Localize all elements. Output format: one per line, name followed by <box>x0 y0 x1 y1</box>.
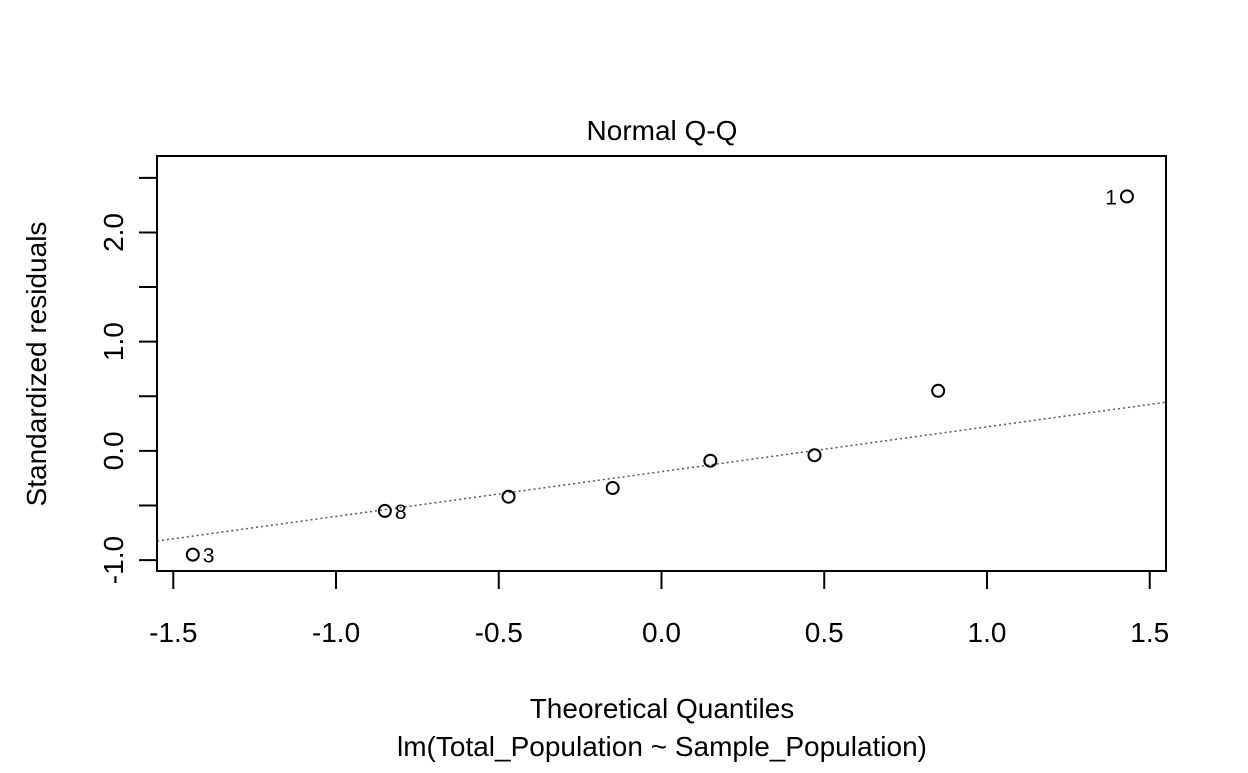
data-point <box>931 383 946 398</box>
point-label: 8 <box>395 501 407 524</box>
y-tick-label: 1.0 <box>98 322 129 361</box>
data-point <box>377 503 392 518</box>
x-axis-subtitle: lm(Total_Population ~ Sample_Population) <box>397 731 927 762</box>
y-tick-label: 2.0 <box>98 213 129 252</box>
x-tick-label: -0.5 <box>475 617 523 648</box>
chart-title: Normal Q-Q <box>587 115 738 146</box>
point-label: 1 <box>1105 186 1117 209</box>
x-axis-label: Theoretical Quantiles <box>530 693 795 724</box>
y-tick-label: 0.0 <box>98 431 129 470</box>
data-point <box>185 547 200 562</box>
plot-area: -1.5 -1.0 -0.5 0.0 0.5 1.0 1.5 -1.0 0.0 1.0 2.0 3 8 1 <box>98 155 1169 648</box>
x-tick-label: -1.0 <box>312 617 360 648</box>
data-point <box>807 448 822 463</box>
y-tick-label: -1.0 <box>98 536 129 584</box>
x-tick-label: -1.5 <box>149 617 197 648</box>
x-tick-label: 0.5 <box>805 617 844 648</box>
x-tick-label: 0.0 <box>642 617 681 648</box>
point-label: 3 <box>203 545 215 568</box>
data-point <box>605 481 620 495</box>
data-point <box>501 489 516 504</box>
x-tick-label: 1.5 <box>1130 617 1169 648</box>
x-tick-label: 1.0 <box>968 617 1007 648</box>
y-axis-label: Standardized residuals <box>21 222 52 507</box>
data-point <box>1119 189 1134 204</box>
data-point <box>703 453 718 468</box>
